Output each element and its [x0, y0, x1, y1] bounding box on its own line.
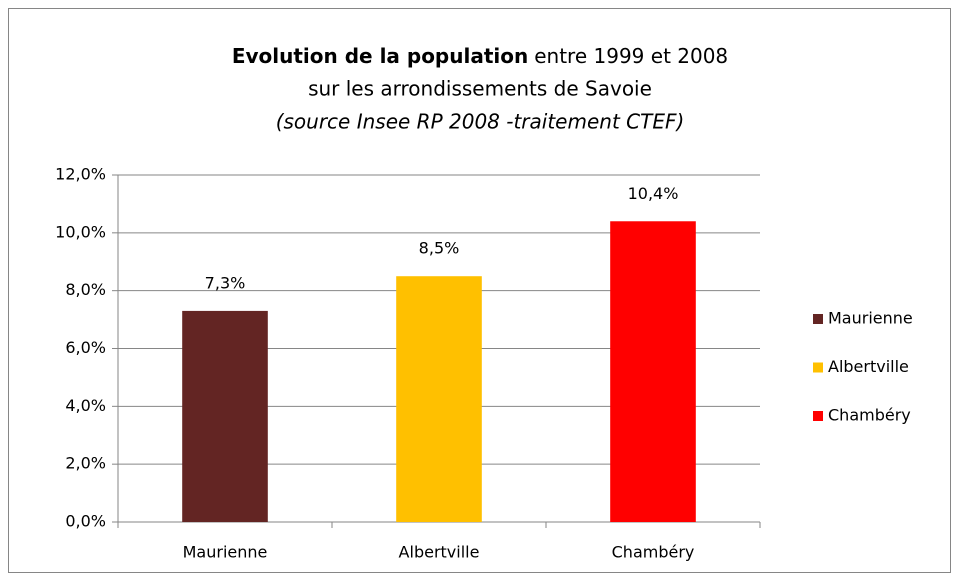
title-rest: entre 1999 et 2008 — [534, 44, 728, 68]
x-tick-label: Chambéry — [612, 543, 695, 562]
chart-subtitle: sur les arrondissements de Savoie — [308, 77, 652, 101]
legend-swatch — [813, 362, 823, 373]
legend-label: Chambéry — [828, 406, 911, 425]
x-tick-label: Maurienne — [183, 543, 268, 562]
legend-label: Albertville — [828, 357, 909, 376]
bar — [182, 310, 268, 522]
legend-swatch — [813, 411, 823, 421]
data-label: 8,5% — [419, 239, 460, 258]
y-tick-label: 12,0% — [55, 165, 106, 184]
chart-note: (source Insee RP 2008 -traitement CTEF) — [276, 110, 685, 134]
bar — [610, 221, 696, 522]
y-tick-label: 4,0% — [65, 396, 106, 415]
legend-swatch — [813, 314, 823, 324]
data-label: 7,3% — [205, 273, 246, 292]
x-tick-label: Albertville — [399, 543, 480, 562]
bar — [396, 276, 482, 522]
y-tick-label: 2,0% — [65, 454, 106, 473]
y-tick-label: 0,0% — [65, 512, 106, 531]
legend-label: Maurienne — [828, 309, 913, 328]
chart-title: Evolution de la population entre 1999 et … — [232, 44, 728, 68]
y-tick-label: 6,0% — [65, 338, 106, 357]
title-bold: Evolution de la population — [232, 44, 528, 68]
y-tick-label: 8,0% — [65, 280, 106, 299]
data-label: 10,4% — [628, 184, 679, 203]
y-tick-label: 10,0% — [55, 222, 106, 241]
